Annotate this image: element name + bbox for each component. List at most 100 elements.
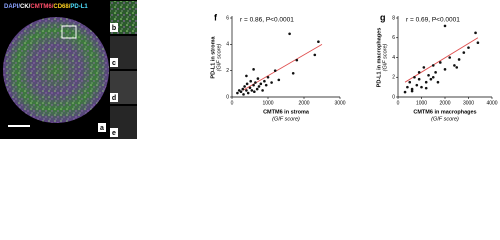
- point: [261, 89, 264, 92]
- point: [250, 89, 254, 92]
- point: [257, 85, 261, 88]
- point: [245, 74, 248, 78]
- annotation: r = 0.86, P<0.0001: [240, 17, 294, 24]
- point: [443, 68, 447, 71]
- point: [245, 82, 249, 86]
- panel-label-box: [110, 128, 118, 137]
- y-tick-label: 0: [226, 94, 229, 100]
- stain-name: PD-L1: [70, 4, 88, 10]
- point: [256, 77, 260, 80]
- stain-name: CK/: [20, 4, 31, 10]
- x-tick-label: 0: [397, 100, 400, 106]
- tissue-texture: [3, 17, 109, 123]
- point: [434, 71, 437, 74]
- annotation: r = 0.69, P<0.0001: [406, 17, 460, 24]
- y-tick-label: 4: [226, 42, 229, 48]
- x-axis-label: (GIF score): [272, 116, 300, 122]
- point: [243, 85, 246, 88]
- point: [474, 31, 477, 35]
- point: [264, 83, 268, 87]
- y-tick-label: 8: [392, 15, 395, 21]
- point: [263, 79, 266, 83]
- point: [291, 72, 295, 75]
- point: [270, 81, 273, 84]
- trend-line: [404, 37, 479, 83]
- point: [467, 46, 470, 49]
- point: [259, 82, 263, 86]
- point: [246, 91, 250, 95]
- point: [252, 68, 255, 71]
- point: [424, 86, 428, 90]
- y-tick-label: 4: [392, 55, 395, 61]
- x-axis-label: (GIF score): [431, 116, 459, 122]
- point: [254, 81, 257, 84]
- y-tick-label: 2: [392, 75, 395, 81]
- point: [403, 90, 407, 94]
- panel-label: e: [112, 130, 116, 137]
- panel-letter: f: [214, 12, 218, 22]
- point: [431, 64, 435, 67]
- point: [429, 77, 433, 81]
- point: [237, 89, 241, 92]
- x-tick-label: 1000: [262, 100, 273, 106]
- point: [455, 66, 459, 69]
- point: [415, 83, 419, 87]
- x-tick-label: 3000: [334, 100, 345, 106]
- point: [295, 58, 299, 62]
- point: [273, 69, 277, 72]
- x-tick-label: 3000: [463, 100, 474, 106]
- point: [288, 32, 291, 36]
- point: [439, 61, 442, 64]
- panel-letter: g: [380, 12, 386, 22]
- y-tick-label: 0: [392, 94, 395, 100]
- point: [249, 79, 253, 83]
- panel-label-box: [110, 23, 118, 32]
- x-tick-label: 1000: [416, 100, 427, 106]
- y-axis-label: (GIF score): [382, 43, 388, 71]
- point: [410, 87, 414, 91]
- point: [406, 85, 409, 89]
- stain-legend: DAPI/CK/CMTM6/CD68/PD-L1: [4, 4, 88, 10]
- point: [255, 87, 259, 91]
- point: [253, 90, 256, 94]
- panel-label: c: [112, 60, 116, 67]
- point: [248, 86, 252, 90]
- point: [476, 41, 480, 44]
- panel-label: a: [100, 125, 104, 132]
- point: [408, 80, 412, 84]
- point: [410, 89, 414, 93]
- point: [431, 75, 435, 79]
- point: [424, 80, 428, 84]
- panel-label-box: [98, 123, 106, 132]
- point: [317, 40, 320, 43]
- point: [443, 24, 447, 28]
- point: [436, 80, 440, 84]
- point: [239, 90, 243, 94]
- point: [448, 56, 452, 59]
- point: [457, 58, 461, 61]
- y-axis-label: PD-L1 in macrophages: [376, 28, 382, 88]
- point: [242, 93, 245, 96]
- x-axis-label: CMTM6 in stroma: [263, 109, 310, 115]
- panel-label-box: [110, 93, 118, 102]
- zoom-box: [61, 25, 77, 39]
- point: [413, 75, 416, 79]
- point: [277, 78, 281, 82]
- x-tick-label: 2000: [439, 100, 450, 106]
- point: [417, 77, 421, 81]
- y-tick-label: 6: [226, 15, 229, 21]
- point: [420, 85, 423, 89]
- figure: DAPI/CK/CMTM6/CD68/PD-L1 a b c d e f 0 2 4 6 0 1000…: [0, 0, 498, 139]
- y-tick-label: 6: [392, 35, 395, 41]
- point: [462, 51, 466, 54]
- x-axis-label: CMTM6 in macrophages: [413, 109, 476, 115]
- point: [245, 89, 248, 92]
- y-axis-label: (GIF score): [216, 43, 222, 71]
- stain-name: CMTM6/: [30, 4, 53, 10]
- stain-name: CD68/: [53, 4, 70, 10]
- point: [252, 83, 255, 87]
- y-tick-label: 2: [226, 68, 229, 74]
- panel-label-box: [110, 58, 118, 67]
- panel-label: d: [112, 95, 116, 102]
- point: [266, 75, 270, 79]
